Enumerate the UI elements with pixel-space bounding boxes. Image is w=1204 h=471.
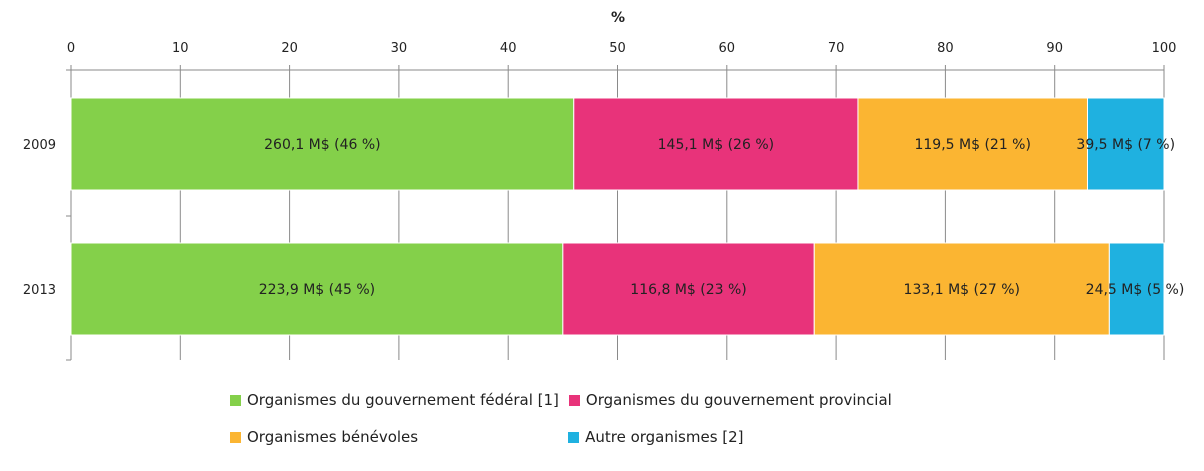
- x-tick-label: 30: [391, 41, 408, 56]
- legend-item-provincial: Organismes du gouvernement provincial: [568, 391, 892, 409]
- bar-segment: [813, 242, 1110, 336]
- x-tick-label: 20: [281, 41, 298, 56]
- x-tick-label: 0: [67, 41, 75, 56]
- data-label: 260,1 M$ (46 %): [264, 137, 380, 153]
- bar-segment: [562, 242, 815, 336]
- bar-segment: [70, 97, 575, 191]
- legend-row: Organismes bénévoles Autre organismes [2…: [230, 427, 1030, 447]
- data-label: 145,1 M$ (26 %): [658, 137, 774, 153]
- category-labels: 2009 2013: [23, 138, 56, 298]
- bar-segment: [857, 97, 1088, 191]
- category-label: 2009: [23, 138, 56, 153]
- x-axis-title: %: [611, 10, 625, 26]
- legend-label-provincial: Organismes du gouvernement provincial: [585, 391, 892, 409]
- legend-row: Organismes du gouvernement fédéral [1] O…: [230, 390, 1030, 410]
- bar-segment: [1108, 242, 1165, 336]
- category-label: 2013: [23, 283, 56, 298]
- legend-swatch-provincial: [568, 394, 580, 406]
- data-label: 24,5 M$ (5 %): [1086, 282, 1185, 298]
- x-tick-label: 80: [937, 41, 954, 56]
- bar-segment: [573, 97, 859, 191]
- legend-swatch-benevoles: [230, 431, 241, 443]
- bars: [70, 97, 1165, 336]
- legend-item-autre: Autre organismes [2]: [568, 428, 744, 446]
- data-label: 223,9 M$ (45 %): [259, 282, 375, 298]
- x-tick-labels: 0 10 20 30 40 50 60 70 80 90 100: [67, 41, 1177, 56]
- legend-item-benevoles: Organismes bénévoles: [230, 428, 418, 446]
- data-labels: 260,1 M$ (46 %) 145,1 M$ (26 %) 119,5 M$ (…: [259, 137, 1185, 298]
- stacked-bar-chart: % 0 10 20 30 40 50 60 70 80 90 100 2009 2013 260,1 …: [23, 10, 1185, 361]
- legend-label-benevoles: Organismes bénévoles: [247, 428, 419, 446]
- x-tick-label: 40: [500, 41, 517, 56]
- x-tick-label: 90: [1046, 41, 1063, 56]
- x-tick-label: 10: [172, 41, 189, 56]
- x-tick-label: 50: [609, 41, 626, 56]
- data-label: 116,8 M$ (23 %): [630, 282, 746, 298]
- data-label: 39,5 M$ (7 %): [1076, 137, 1175, 153]
- legend: Organismes du gouvernement fédéral [1] O…: [230, 390, 1030, 464]
- x-tick-label: 70: [828, 41, 845, 56]
- data-label: 119,5 M$ (21 %): [914, 137, 1030, 153]
- x-tick-label: 100: [1152, 41, 1177, 56]
- legend-label-autre: Autre organismes [2]: [585, 428, 744, 446]
- x-tick-label: 60: [719, 41, 736, 56]
- legend-swatch-autre: [568, 431, 580, 443]
- legend-label-federal: Organismes du gouvernement fédéral [1]: [247, 391, 559, 409]
- legend-item-federal: Organismes du gouvernement fédéral [1]: [230, 391, 559, 409]
- bar-segment: [1086, 97, 1165, 191]
- bar-segment: [70, 242, 564, 336]
- legend-swatch-federal: [230, 394, 241, 406]
- data-label: 133,1 M$ (27 %): [904, 282, 1020, 298]
